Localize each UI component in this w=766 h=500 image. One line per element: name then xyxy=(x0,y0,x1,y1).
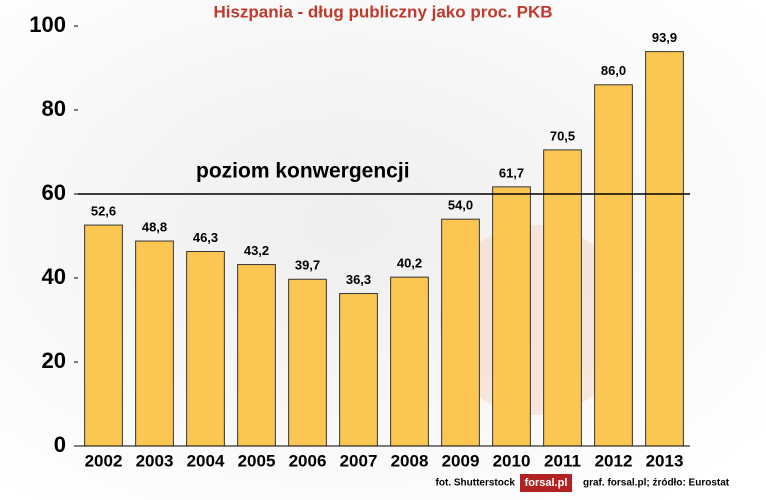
x-tick-label: 2012 xyxy=(595,451,633,470)
credit: forsal.pl xyxy=(525,477,568,489)
decoration xyxy=(440,225,630,415)
value-label: 36,3 xyxy=(346,272,371,287)
value-label: 39,7 xyxy=(295,258,320,273)
reference-label: poziom konwergencji xyxy=(196,160,410,183)
y-tick-label: 0 xyxy=(54,432,66,457)
y-tick-label: 40 xyxy=(42,264,66,289)
bar xyxy=(645,51,684,447)
x-tick-label: 2003 xyxy=(136,451,174,470)
bar xyxy=(390,276,429,447)
value-label: 61,7 xyxy=(499,165,524,180)
x-tick-label: 2002 xyxy=(85,451,123,470)
y-tick-label: 60 xyxy=(42,180,66,205)
bar xyxy=(135,240,174,447)
logo-box xyxy=(520,474,572,492)
value-label: 46,3 xyxy=(193,230,218,245)
x-tick-label: 2005 xyxy=(238,451,276,470)
y-tick-label: 20 xyxy=(42,348,66,373)
y-tick-label: 100 xyxy=(29,12,66,37)
x-tick-label: 2007 xyxy=(340,451,378,470)
bar xyxy=(594,84,633,447)
y-tick-label: 80 xyxy=(42,96,66,121)
x-tick-label: 2004 xyxy=(187,451,225,470)
bar xyxy=(543,149,582,447)
bar xyxy=(288,278,327,447)
bar xyxy=(492,186,531,447)
credit: fot. Shutterstock xyxy=(436,478,516,489)
x-tick-label: 2009 xyxy=(442,451,480,470)
value-label: 40,2 xyxy=(397,256,422,271)
bar xyxy=(237,264,276,447)
bar xyxy=(186,251,225,447)
value-label: 54,0 xyxy=(448,198,473,213)
credit: graf. forsal.pl; źródło: Eurostat xyxy=(583,478,730,489)
bar xyxy=(84,224,123,447)
value-label: 48,8 xyxy=(142,219,167,234)
x-tick-label: 2013 xyxy=(646,451,684,470)
value-label: 43,2 xyxy=(244,243,269,258)
value-label: 70,5 xyxy=(550,128,575,143)
bar xyxy=(339,293,378,447)
chart-title: Hiszpania - dług publiczny jako proc. PK… xyxy=(213,2,552,21)
x-tick-label: 2011 xyxy=(544,451,581,470)
bar xyxy=(441,218,480,447)
value-label: 93,9 xyxy=(652,30,677,45)
x-tick-label: 2010 xyxy=(493,451,531,470)
x-tick-label: 2006 xyxy=(289,451,327,470)
x-tick-label: 2008 xyxy=(391,451,429,470)
value-label: 52,6 xyxy=(91,204,116,219)
value-label: 86,0 xyxy=(601,63,626,78)
